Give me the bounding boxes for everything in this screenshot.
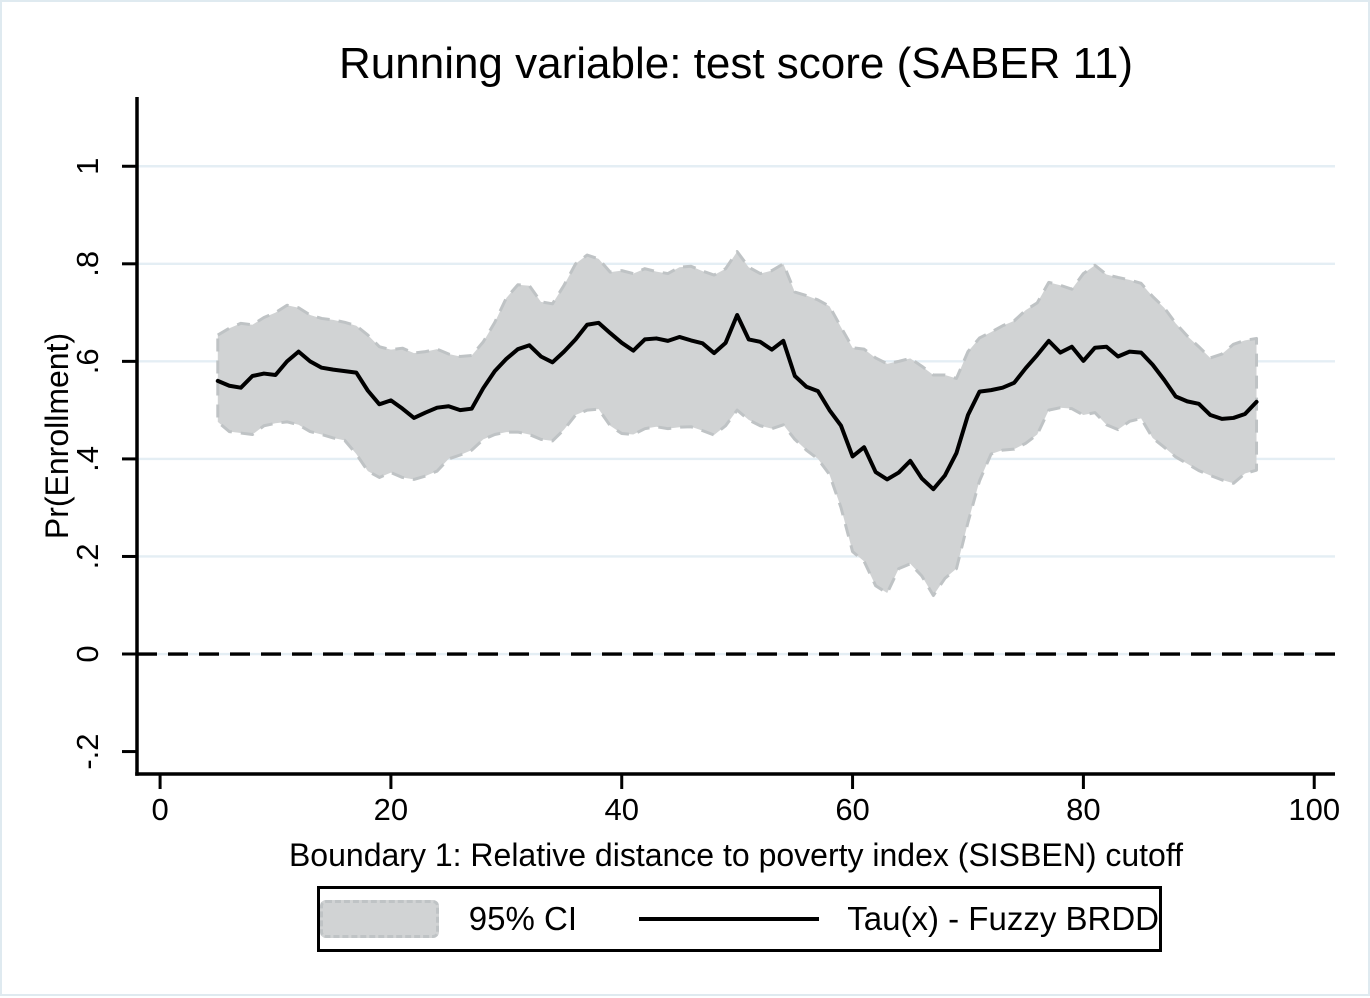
x-tick-label: 20 xyxy=(374,792,408,827)
x-tick-label: 100 xyxy=(1288,792,1340,827)
x-tick-label: 60 xyxy=(835,792,869,827)
confidence-band xyxy=(216,250,1259,597)
tau-line-swatch xyxy=(639,917,820,921)
axis-tick-labels: 0 20 40 60 80 100 -.2 0 .2 .4 .6 .8 1 xyxy=(70,158,1340,827)
tau-line xyxy=(215,313,1259,492)
axis-ticks xyxy=(122,164,1316,789)
x-tick-label: 0 xyxy=(151,792,168,827)
chart-title: Running variable: test score (SABER 11) xyxy=(339,39,1133,88)
x-tick-label: 40 xyxy=(604,792,638,827)
tau-legend-label: Tau(x) - Fuzzy BRDD xyxy=(847,900,1159,937)
y-tick-label: .6 xyxy=(70,348,105,374)
y-tick-label: -.2 xyxy=(70,733,105,769)
x-axis-title: Boundary 1: Relative distance to poverty… xyxy=(289,837,1183,873)
y-tick-label: .8 xyxy=(70,251,105,277)
y-tick-label: .4 xyxy=(70,446,105,472)
y-axis-title: Pr(Enrollment) xyxy=(39,333,75,539)
x-tick-label: 80 xyxy=(1066,792,1100,827)
legend: 95% CI Tau(x) - Fuzzy BRDD xyxy=(317,886,1162,952)
y-tick-label: 0 xyxy=(70,645,105,662)
ci-legend-label: 95% CI xyxy=(468,900,578,937)
ci-band-swatch xyxy=(320,900,439,938)
ci-band-area xyxy=(216,250,1259,597)
y-tick-label: 1 xyxy=(70,158,105,175)
tau-estimate-line xyxy=(215,313,1259,492)
y-tick-label: .2 xyxy=(70,544,105,570)
